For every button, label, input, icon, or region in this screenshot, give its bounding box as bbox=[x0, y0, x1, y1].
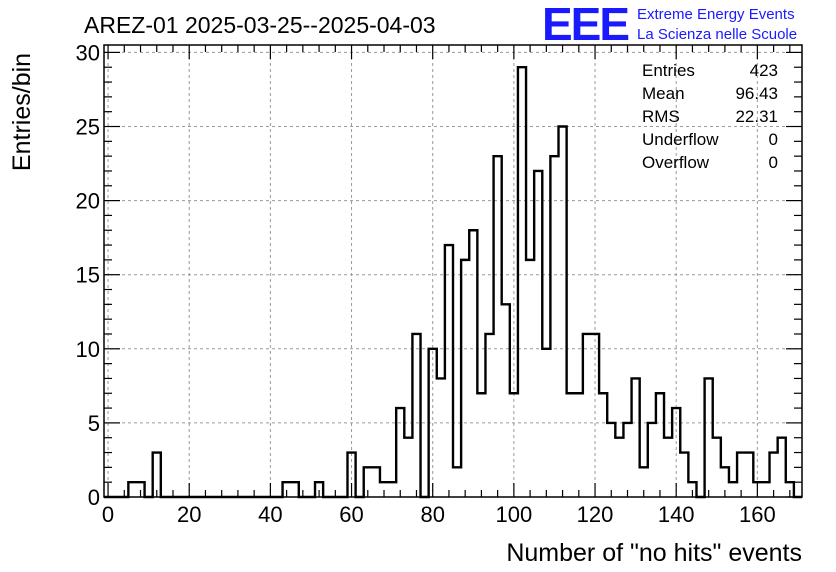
histogram-bin bbox=[453, 467, 461, 497]
histogram-bin bbox=[445, 245, 453, 497]
stat-label: Underflow bbox=[642, 130, 719, 149]
x-tick-label: 20 bbox=[177, 502, 201, 527]
stat-value: 96.43 bbox=[735, 84, 778, 103]
histogram-bin bbox=[648, 423, 656, 497]
tick-labels: 0 20 40 60 80 100 120 140 160 0 5 10 15 20 25 30 bbox=[76, 40, 776, 527]
logo-eee-text: EEE bbox=[542, 0, 628, 50]
x-tick-label: 0 bbox=[102, 502, 114, 527]
histogram-bin bbox=[567, 393, 575, 497]
stat-label: Mean bbox=[642, 84, 685, 103]
histogram-bin bbox=[559, 127, 567, 497]
y-tick-label: 20 bbox=[76, 189, 100, 214]
y-tick-label: 15 bbox=[76, 263, 100, 288]
histogram-bin bbox=[291, 482, 299, 497]
histogram-bin bbox=[485, 334, 493, 497]
histogram-bin bbox=[599, 393, 607, 497]
histogram-bin bbox=[575, 393, 583, 497]
y-tick-label: 30 bbox=[76, 40, 100, 65]
histogram-bin bbox=[550, 156, 558, 497]
histogram-bin bbox=[745, 453, 753, 497]
histogram-bin bbox=[705, 378, 713, 497]
histogram-bin bbox=[128, 482, 136, 497]
histogram-bin bbox=[502, 304, 510, 497]
histogram-bin bbox=[713, 438, 721, 497]
stat-value: 423 bbox=[750, 61, 778, 80]
histogram-bin bbox=[494, 156, 502, 497]
y-tick-label: 0 bbox=[88, 485, 100, 510]
histogram-bin bbox=[510, 393, 518, 497]
histogram-bin bbox=[526, 260, 534, 497]
histogram-bin bbox=[632, 378, 640, 497]
histogram-bin bbox=[615, 438, 623, 497]
y-axis-label: Entries/bin bbox=[8, 53, 36, 171]
y-tick-label: 5 bbox=[88, 411, 100, 436]
eee-logo: EEE Extreme Energy Events La Scienza nel… bbox=[542, 0, 797, 50]
histogram-bin bbox=[729, 482, 737, 497]
histogram-bin bbox=[607, 423, 615, 497]
x-tick-label: 120 bbox=[577, 502, 614, 527]
stat-label: Entries bbox=[642, 61, 695, 80]
plot-frame bbox=[103, 44, 803, 498]
stat-value: 22.31 bbox=[735, 107, 778, 126]
histogram-bin bbox=[761, 482, 769, 497]
x-tick-label: 60 bbox=[339, 502, 363, 527]
x-tick-label: 80 bbox=[420, 502, 444, 527]
histogram-bin bbox=[461, 260, 469, 497]
y-tick-label: 10 bbox=[76, 337, 100, 362]
histogram-bin bbox=[477, 393, 485, 497]
axes bbox=[103, 44, 803, 498]
histogram-bin bbox=[372, 467, 380, 497]
stats-box: Entries 423 Mean 96.43 RMS 22.31 Underflow 0 Ove… bbox=[642, 61, 778, 172]
histogram-bin bbox=[437, 378, 445, 497]
histogram-bin bbox=[388, 482, 396, 497]
stat-value: 0 bbox=[769, 153, 778, 172]
histogram-bin bbox=[534, 171, 542, 497]
y-tick-label: 25 bbox=[76, 115, 100, 140]
histogram-bin bbox=[623, 423, 631, 497]
stat-label: Overflow bbox=[642, 153, 710, 172]
x-axis-label: Number of "no hits" events bbox=[506, 539, 802, 567]
histogram-bin bbox=[469, 230, 477, 497]
histogram-bin bbox=[404, 438, 412, 497]
stat-label: RMS bbox=[642, 107, 680, 126]
histogram-bin bbox=[656, 393, 664, 497]
x-tick-label: 40 bbox=[258, 502, 282, 527]
chart-title: AREZ-01 2025-03-25--2025-04-03 bbox=[84, 12, 436, 38]
x-tick-label: 140 bbox=[658, 502, 695, 527]
histogram-bin bbox=[412, 334, 420, 497]
logo-line1: Extreme Energy Events bbox=[637, 6, 795, 23]
histogram-bin bbox=[664, 438, 672, 497]
histogram-bin bbox=[396, 408, 404, 497]
histogram-bin bbox=[680, 453, 688, 497]
stat-value: 0 bbox=[769, 130, 778, 149]
x-tick-label: 160 bbox=[739, 502, 776, 527]
histogram-bin bbox=[518, 67, 526, 497]
logo-line2: La Scienza nelle Scuole bbox=[637, 26, 797, 43]
histogram-bin bbox=[778, 438, 786, 497]
x-tick-label: 100 bbox=[496, 502, 533, 527]
histogram-bin bbox=[583, 334, 591, 497]
